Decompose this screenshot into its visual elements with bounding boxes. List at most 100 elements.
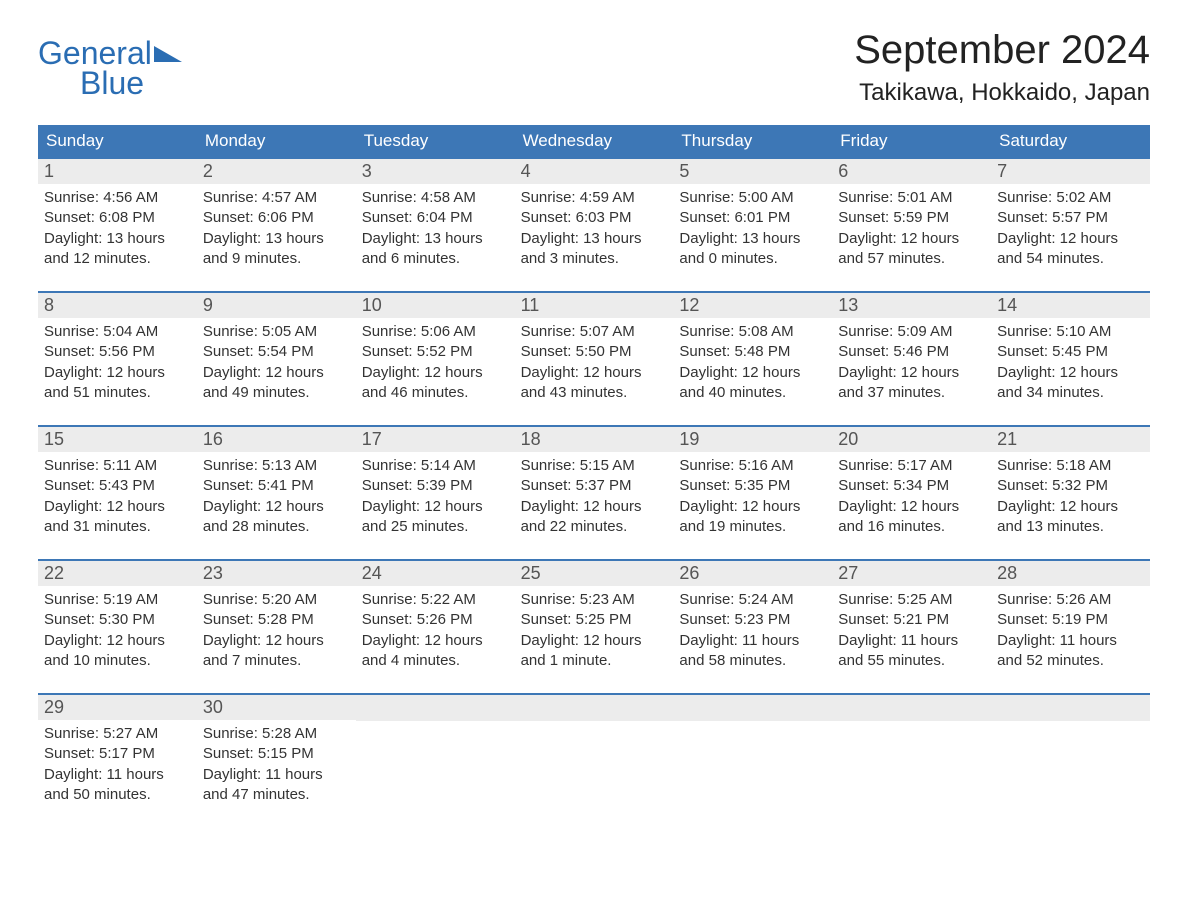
day-number: 20 (832, 427, 991, 452)
day-number: 11 (515, 293, 674, 318)
sunset-text: Sunset: 6:01 PM (679, 208, 826, 228)
brand-line2: Blue (38, 68, 182, 98)
week-row: 29Sunrise: 5:27 AMSunset: 5:17 PMDayligh… (38, 693, 1150, 827)
sunset-text: Sunset: 5:48 PM (679, 342, 826, 362)
day-cell: 22Sunrise: 5:19 AMSunset: 5:30 PMDayligh… (38, 561, 197, 693)
day-cell: 10Sunrise: 5:06 AMSunset: 5:52 PMDayligh… (356, 293, 515, 425)
sunset-text: Sunset: 5:50 PM (521, 342, 668, 362)
day-body: Sunrise: 5:15 AMSunset: 5:37 PMDaylight:… (515, 452, 674, 547)
day-cell: 14Sunrise: 5:10 AMSunset: 5:45 PMDayligh… (991, 293, 1150, 425)
sunset-text: Sunset: 5:37 PM (521, 476, 668, 496)
sunset-text: Sunset: 5:41 PM (203, 476, 350, 496)
brand-line1: General (38, 38, 152, 68)
daylight-text: Daylight: 12 hours and 49 minutes. (203, 363, 350, 404)
daylight-text: Daylight: 12 hours and 46 minutes. (362, 363, 509, 404)
sunset-text: Sunset: 5:52 PM (362, 342, 509, 362)
page-header: General Blue September 2024 Takikawa, Ho… (38, 28, 1150, 107)
day-cell: 29Sunrise: 5:27 AMSunset: 5:17 PMDayligh… (38, 695, 197, 827)
daylight-text: Daylight: 12 hours and 10 minutes. (44, 631, 191, 672)
sunrise-text: Sunrise: 5:17 AM (838, 456, 985, 476)
daylight-text: Daylight: 11 hours and 50 minutes. (44, 765, 191, 806)
sunrise-text: Sunrise: 4:56 AM (44, 188, 191, 208)
day-body: Sunrise: 5:19 AMSunset: 5:30 PMDaylight:… (38, 586, 197, 681)
dow-cell: Wednesday (515, 125, 674, 157)
day-cell: 4Sunrise: 4:59 AMSunset: 6:03 PMDaylight… (515, 159, 674, 291)
daylight-text: Daylight: 12 hours and 28 minutes. (203, 497, 350, 538)
day-cell: 26Sunrise: 5:24 AMSunset: 5:23 PMDayligh… (673, 561, 832, 693)
sunset-text: Sunset: 6:06 PM (203, 208, 350, 228)
daylight-text: Daylight: 11 hours and 58 minutes. (679, 631, 826, 672)
weeks-container: 1Sunrise: 4:56 AMSunset: 6:08 PMDaylight… (38, 157, 1150, 827)
day-cell: 13Sunrise: 5:09 AMSunset: 5:46 PMDayligh… (832, 293, 991, 425)
week-row: 15Sunrise: 5:11 AMSunset: 5:43 PMDayligh… (38, 425, 1150, 559)
daylight-text: Daylight: 12 hours and 16 minutes. (838, 497, 985, 538)
sunrise-text: Sunrise: 5:23 AM (521, 590, 668, 610)
daylight-text: Daylight: 12 hours and 51 minutes. (44, 363, 191, 404)
dow-cell: Monday (197, 125, 356, 157)
day-cell: 27Sunrise: 5:25 AMSunset: 5:21 PMDayligh… (832, 561, 991, 693)
day-body: Sunrise: 5:14 AMSunset: 5:39 PMDaylight:… (356, 452, 515, 547)
day-cell (832, 695, 991, 827)
day-cell: 2Sunrise: 4:57 AMSunset: 6:06 PMDaylight… (197, 159, 356, 291)
day-body: Sunrise: 5:10 AMSunset: 5:45 PMDaylight:… (991, 318, 1150, 413)
day-body: Sunrise: 5:01 AMSunset: 5:59 PMDaylight:… (832, 184, 991, 279)
sunrise-text: Sunrise: 5:13 AM (203, 456, 350, 476)
day-number: 12 (673, 293, 832, 318)
day-number: 1 (38, 159, 197, 184)
day-cell: 17Sunrise: 5:14 AMSunset: 5:39 PMDayligh… (356, 427, 515, 559)
week-row: 22Sunrise: 5:19 AMSunset: 5:30 PMDayligh… (38, 559, 1150, 693)
daylight-text: Daylight: 12 hours and 25 minutes. (362, 497, 509, 538)
day-body: Sunrise: 5:04 AMSunset: 5:56 PMDaylight:… (38, 318, 197, 413)
day-body: Sunrise: 5:16 AMSunset: 5:35 PMDaylight:… (673, 452, 832, 547)
daylight-text: Daylight: 12 hours and 1 minute. (521, 631, 668, 672)
sunset-text: Sunset: 5:21 PM (838, 610, 985, 630)
sunrise-text: Sunrise: 5:28 AM (203, 724, 350, 744)
day-body: Sunrise: 5:09 AMSunset: 5:46 PMDaylight:… (832, 318, 991, 413)
day-body: Sunrise: 5:07 AMSunset: 5:50 PMDaylight:… (515, 318, 674, 413)
day-body: Sunrise: 4:56 AMSunset: 6:08 PMDaylight:… (38, 184, 197, 279)
sunset-text: Sunset: 5:28 PM (203, 610, 350, 630)
sunset-text: Sunset: 5:30 PM (44, 610, 191, 630)
day-cell: 30Sunrise: 5:28 AMSunset: 5:15 PMDayligh… (197, 695, 356, 827)
sunrise-text: Sunrise: 5:07 AM (521, 322, 668, 342)
daylight-text: Daylight: 11 hours and 55 minutes. (838, 631, 985, 672)
sunrise-text: Sunrise: 5:09 AM (838, 322, 985, 342)
day-number: 17 (356, 427, 515, 452)
sunset-text: Sunset: 5:57 PM (997, 208, 1144, 228)
sunset-text: Sunset: 6:08 PM (44, 208, 191, 228)
daylight-text: Daylight: 13 hours and 3 minutes. (521, 229, 668, 270)
day-body: Sunrise: 4:57 AMSunset: 6:06 PMDaylight:… (197, 184, 356, 279)
day-number: 7 (991, 159, 1150, 184)
day-number: 21 (991, 427, 1150, 452)
day-body: Sunrise: 5:00 AMSunset: 6:01 PMDaylight:… (673, 184, 832, 279)
day-cell: 21Sunrise: 5:18 AMSunset: 5:32 PMDayligh… (991, 427, 1150, 559)
day-number: 27 (832, 561, 991, 586)
day-of-week-header: SundayMondayTuesdayWednesdayThursdayFrid… (38, 125, 1150, 157)
day-cell (991, 695, 1150, 827)
day-body: Sunrise: 5:05 AMSunset: 5:54 PMDaylight:… (197, 318, 356, 413)
sunrise-text: Sunrise: 5:06 AM (362, 322, 509, 342)
day-number: 16 (197, 427, 356, 452)
day-body: Sunrise: 5:13 AMSunset: 5:41 PMDaylight:… (197, 452, 356, 547)
sunrise-text: Sunrise: 5:18 AM (997, 456, 1144, 476)
day-number: 8 (38, 293, 197, 318)
day-body: Sunrise: 4:59 AMSunset: 6:03 PMDaylight:… (515, 184, 674, 279)
day-body: Sunrise: 5:02 AMSunset: 5:57 PMDaylight:… (991, 184, 1150, 279)
day-body: Sunrise: 5:22 AMSunset: 5:26 PMDaylight:… (356, 586, 515, 681)
day-cell: 28Sunrise: 5:26 AMSunset: 5:19 PMDayligh… (991, 561, 1150, 693)
sunset-text: Sunset: 5:59 PM (838, 208, 985, 228)
day-number-bar-empty (356, 695, 515, 721)
day-cell: 12Sunrise: 5:08 AMSunset: 5:48 PMDayligh… (673, 293, 832, 425)
day-number: 26 (673, 561, 832, 586)
sunrise-text: Sunrise: 5:08 AM (679, 322, 826, 342)
day-number: 18 (515, 427, 674, 452)
day-body: Sunrise: 5:24 AMSunset: 5:23 PMDaylight:… (673, 586, 832, 681)
day-body: Sunrise: 5:20 AMSunset: 5:28 PMDaylight:… (197, 586, 356, 681)
day-cell: 6Sunrise: 5:01 AMSunset: 5:59 PMDaylight… (832, 159, 991, 291)
sunset-text: Sunset: 5:25 PM (521, 610, 668, 630)
day-cell: 7Sunrise: 5:02 AMSunset: 5:57 PMDaylight… (991, 159, 1150, 291)
sunset-text: Sunset: 5:17 PM (44, 744, 191, 764)
day-number-bar-empty (832, 695, 991, 721)
sunrise-text: Sunrise: 5:20 AM (203, 590, 350, 610)
day-number: 24 (356, 561, 515, 586)
